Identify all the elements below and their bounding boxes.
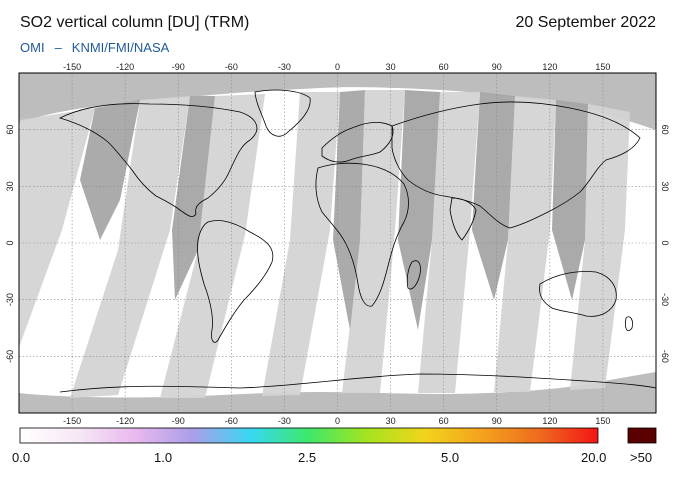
- lon-tick-bottom: 60: [439, 416, 449, 426]
- coast-new-zealand: [625, 316, 633, 332]
- overlap-3: [333, 90, 365, 330]
- map-title: SO2 vertical column [DU] (TRM): [20, 14, 250, 31]
- swath-1: [19, 108, 95, 348]
- map-content: [19, 73, 656, 413]
- overlap-1: [80, 100, 140, 240]
- lon-tick-top: 60: [439, 62, 449, 72]
- instrument-name: OMI: [20, 40, 45, 55]
- satellite-swaths-light: [19, 90, 630, 398]
- swath-7: [494, 96, 556, 392]
- colorbar-overflow-swatch: [627, 427, 657, 444]
- lon-tick-bottom: 30: [386, 416, 396, 426]
- lat-tick-right: 60: [660, 125, 670, 135]
- lat-tick-right: -30: [660, 293, 670, 306]
- colorbar-label-3: 5.0: [441, 450, 460, 465]
- lat-tick-left: -30: [5, 293, 15, 306]
- swath-4: [262, 92, 340, 396]
- lon-tick-bottom: -90: [172, 416, 185, 426]
- coast-africa: [315, 162, 409, 307]
- map-date: 20 September 2022: [515, 14, 656, 31]
- lon-tick-bottom: 120: [542, 416, 557, 426]
- lon-tick-top: -30: [278, 62, 291, 72]
- lat-tick-left: 30: [5, 181, 15, 191]
- graticule: [19, 73, 656, 413]
- lon-tick-bottom: -60: [225, 416, 238, 426]
- swath-3: [160, 94, 265, 398]
- coast-greenland: [254, 89, 311, 137]
- lon-tick-top: -120: [116, 62, 134, 72]
- lat-tick-right: 0: [660, 240, 670, 245]
- colorbar-label-1: 1.0: [154, 450, 173, 465]
- colorbar-label-0: 0.0: [12, 450, 31, 465]
- lon-tick-bottom: 150: [595, 416, 610, 426]
- overlap-5: [472, 92, 515, 300]
- lat-tick-right: -60: [660, 350, 670, 363]
- lon-tick-bottom: -120: [116, 416, 134, 426]
- data-credit: OMI – KNMI/FMI/NASA: [20, 40, 169, 55]
- lon-tick-top: 0: [335, 62, 340, 72]
- lon-tick-top: 150: [595, 62, 610, 72]
- lon-tick-top: -90: [172, 62, 185, 72]
- lat-tick-right: 30: [660, 181, 670, 191]
- colorbar-gradient-bar: [19, 427, 599, 444]
- lon-tick-bottom: 90: [492, 416, 502, 426]
- coast-north-america: [58, 103, 258, 217]
- colorbar-label-4: 20.0: [581, 450, 607, 465]
- credit-separator: –: [54, 40, 62, 55]
- lon-tick-top: -150: [63, 62, 81, 72]
- lon-tick-top: -60: [225, 62, 238, 72]
- coastlines: [58, 89, 656, 393]
- overlap-6: [552, 100, 588, 300]
- swath-6: [418, 92, 480, 393]
- coast-europe: [321, 122, 394, 163]
- lon-tick-top: 30: [386, 62, 396, 72]
- lon-tick-top: 120: [542, 62, 557, 72]
- overlap-2: [172, 96, 215, 300]
- lon-tick-bottom: 0: [335, 416, 340, 426]
- swath-5: [342, 90, 405, 393]
- coast-asia: [391, 101, 641, 229]
- swath-8: [570, 104, 630, 390]
- institutes-name: KNMI/FMI/NASA: [71, 40, 170, 55]
- coast-antarctica: [59, 373, 656, 393]
- lon-tick-top: 90: [492, 62, 502, 72]
- axis-tick-labels: -150 -150 -120 -120 -90 -90 -60 -60 -30 -30 0 0 30 30…: [5, 62, 670, 426]
- swath-2: [70, 96, 190, 398]
- colorbar-label-2: 2.5: [298, 450, 317, 465]
- coast-india: [449, 197, 477, 241]
- coast-madagascar: [406, 260, 421, 290]
- coast-south-america: [197, 220, 274, 343]
- map-frame: [18, 72, 657, 414]
- lon-tick-bottom: -30: [278, 416, 291, 426]
- lat-tick-left: 60: [5, 125, 15, 135]
- coast-australia: [539, 271, 617, 317]
- colorbar-overflow-label: >50: [630, 450, 653, 465]
- lon-tick-bottom: -150: [63, 416, 81, 426]
- lat-tick-left: 0: [5, 240, 15, 245]
- lat-tick-left: -60: [5, 350, 15, 363]
